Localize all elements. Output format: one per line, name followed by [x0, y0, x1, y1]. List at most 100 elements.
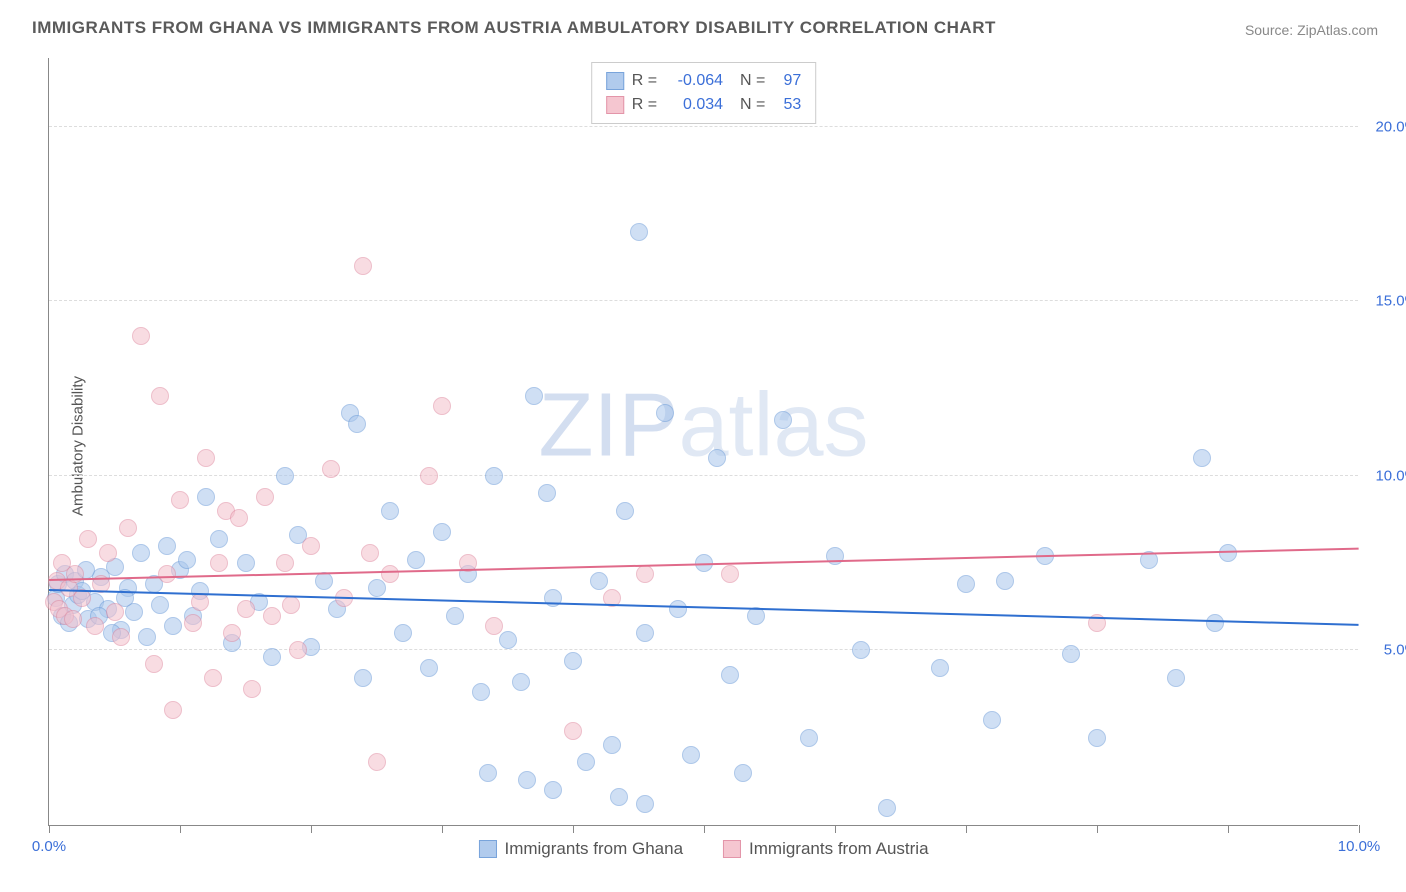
- data-point: [263, 648, 281, 666]
- data-point: [394, 624, 412, 642]
- data-point: [354, 669, 372, 687]
- data-point: [1062, 645, 1080, 663]
- x-tick-label: 10.0%: [1338, 838, 1381, 855]
- data-point: [512, 673, 530, 691]
- data-point: [878, 799, 896, 817]
- data-point: [734, 764, 752, 782]
- data-point: [1193, 449, 1211, 467]
- y-tick-label: 5.0%: [1384, 642, 1406, 659]
- x-tick: [311, 825, 312, 833]
- data-point: [564, 722, 582, 740]
- data-point: [204, 669, 222, 687]
- data-point: [184, 614, 202, 632]
- data-point: [544, 781, 562, 799]
- data-point: [518, 771, 536, 789]
- plot-area: ZIPatlas R =-0.064 N =97 R =0.034 N =53 …: [48, 58, 1358, 826]
- data-point: [368, 753, 386, 771]
- data-point: [79, 530, 97, 548]
- data-point: [256, 488, 274, 506]
- x-tick: [966, 825, 967, 833]
- data-point: [826, 547, 844, 565]
- data-point: [577, 753, 595, 771]
- data-point: [721, 565, 739, 583]
- data-point: [132, 327, 150, 345]
- gridline: [49, 126, 1358, 127]
- data-point: [381, 565, 399, 583]
- data-point: [708, 449, 726, 467]
- data-point: [525, 387, 543, 405]
- data-point: [590, 572, 608, 590]
- data-point: [151, 387, 169, 405]
- data-point: [485, 467, 503, 485]
- x-tick: [442, 825, 443, 833]
- data-point: [64, 610, 82, 628]
- data-point: [636, 795, 654, 813]
- data-point: [669, 600, 687, 618]
- data-point: [197, 488, 215, 506]
- stats-row-austria: R =0.034 N =53: [606, 93, 802, 117]
- data-point: [322, 460, 340, 478]
- data-point: [852, 641, 870, 659]
- x-tick: [704, 825, 705, 833]
- x-tick: [1228, 825, 1229, 833]
- data-point: [800, 729, 818, 747]
- data-point: [682, 746, 700, 764]
- data-point: [237, 600, 255, 618]
- data-point: [957, 575, 975, 593]
- data-point: [354, 257, 372, 275]
- data-point: [656, 404, 674, 422]
- data-point: [616, 502, 634, 520]
- data-point: [138, 628, 156, 646]
- n-value-ghana: 97: [773, 69, 801, 93]
- chart-title: IMMIGRANTS FROM GHANA VS IMMIGRANTS FROM…: [32, 18, 996, 38]
- data-point: [99, 544, 117, 562]
- x-tick: [1097, 825, 1098, 833]
- data-point: [158, 537, 176, 555]
- legend-swatch-austria: [723, 840, 741, 858]
- data-point: [178, 551, 196, 569]
- data-point: [472, 683, 490, 701]
- data-point: [112, 628, 130, 646]
- n-value-austria: 53: [773, 93, 801, 117]
- gridline: [49, 300, 1358, 301]
- data-point: [210, 554, 228, 572]
- data-point: [230, 509, 248, 527]
- data-point: [420, 659, 438, 677]
- data-point: [479, 764, 497, 782]
- data-point: [158, 565, 176, 583]
- data-point: [164, 701, 182, 719]
- data-point: [564, 652, 582, 670]
- swatch-ghana: [606, 72, 624, 90]
- data-point: [499, 631, 517, 649]
- data-point: [348, 415, 366, 433]
- data-point: [485, 617, 503, 635]
- gridline: [49, 649, 1358, 650]
- y-tick-label: 10.0%: [1375, 467, 1406, 484]
- x-tick: [180, 825, 181, 833]
- data-point: [636, 565, 654, 583]
- data-point: [119, 519, 137, 537]
- data-point: [282, 596, 300, 614]
- data-point: [361, 544, 379, 562]
- data-point: [721, 666, 739, 684]
- data-point: [931, 659, 949, 677]
- data-point: [289, 641, 307, 659]
- x-tick: [1359, 825, 1360, 833]
- data-point: [538, 484, 556, 502]
- data-point: [132, 544, 150, 562]
- r-value-ghana: -0.064: [665, 69, 723, 93]
- legend-label-austria: Immigrants from Austria: [749, 839, 929, 859]
- data-point: [610, 788, 628, 806]
- watermark: ZIPatlas: [538, 375, 868, 478]
- data-point: [433, 397, 451, 415]
- watermark-thin: atlas: [678, 376, 868, 476]
- x-tick: [49, 825, 50, 833]
- data-point: [1206, 614, 1224, 632]
- data-point: [106, 603, 124, 621]
- data-point: [636, 624, 654, 642]
- data-point: [263, 607, 281, 625]
- legend: Immigrants from Ghana Immigrants from Au…: [478, 839, 928, 859]
- source-attribution: Source: ZipAtlas.com: [1245, 22, 1378, 38]
- data-point: [774, 411, 792, 429]
- data-point: [151, 596, 169, 614]
